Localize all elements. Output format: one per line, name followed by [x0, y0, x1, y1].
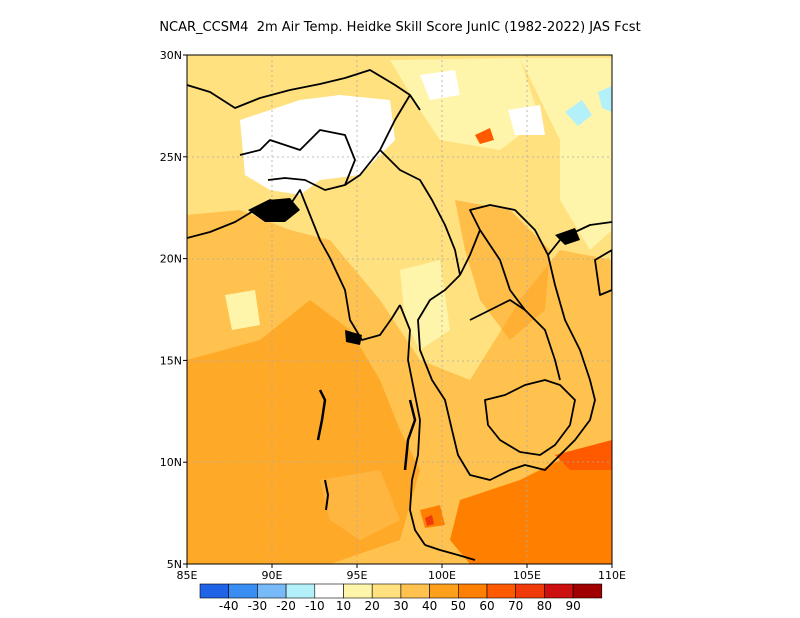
map-title: NCAR_CCSM4 2m Air Temp. Heidke Skill Sco…	[159, 20, 641, 35]
colorbar-swatch	[371, 583, 402, 599]
x-tick-label: 105E	[513, 569, 541, 582]
colorbar-swatch	[199, 583, 230, 599]
colorbar-label: -10	[305, 599, 325, 613]
colorbar-swatch	[285, 583, 316, 599]
y-tick-label: 25N	[160, 151, 182, 164]
colorbar-label: -30	[248, 599, 268, 613]
colorbar-swatch	[228, 583, 258, 599]
plot-frame	[186, 54, 613, 565]
colorbar-label: 50	[451, 599, 466, 613]
colorbar-label: 60	[479, 599, 494, 613]
colorbar-label: 10	[336, 599, 351, 613]
colorbar-swatch	[515, 583, 545, 599]
y-tick-label: 30N	[160, 49, 182, 62]
colorbar-label: 20	[365, 599, 380, 613]
colorbar-label: 40	[422, 599, 437, 613]
colorbar-label: -20	[276, 599, 296, 613]
colorbar-label: 70	[508, 599, 523, 613]
colorbar-label: 80	[537, 599, 552, 613]
ganges-delta	[248, 198, 580, 345]
colorbar-swatch	[429, 583, 459, 599]
colorbar-swatch	[257, 583, 287, 599]
colorbar-swatch	[544, 583, 574, 599]
colorbar: -40 -30 -20 -10 10 20 30 40 50 60 70 80 90	[199, 583, 603, 613]
colorbar-swatch	[457, 583, 488, 599]
coastlines-borders	[187, 69, 612, 561]
colorbar-label: 30	[393, 599, 408, 613]
x-tick-label: 85E	[177, 569, 198, 582]
y-tick-label: 10N	[160, 456, 182, 469]
skill-field	[187, 55, 612, 564]
y-tick-label: 20N	[160, 253, 182, 266]
colorbar-swatch	[343, 583, 373, 599]
y-tick-label: 15N	[160, 354, 182, 367]
y-tick-label: 5N	[167, 558, 182, 571]
graticule	[187, 55, 612, 564]
x-tick-label: 90E	[262, 569, 283, 582]
colorbar-swatch	[486, 583, 517, 599]
colorbar-swatch	[314, 583, 344, 599]
colorbar-swatch	[572, 583, 603, 599]
colorbar-label: 90	[565, 599, 580, 613]
x-axis-ticks: 85E 90E 95E 100E 105E 110E	[177, 564, 626, 582]
y-axis-ticks: 5N 10N 15N 20N 25N 30N	[160, 49, 187, 571]
colorbar-swatch	[400, 583, 430, 599]
colorbar-label: -40	[219, 599, 239, 613]
x-tick-label: 95E	[347, 569, 368, 582]
x-tick-label: 100E	[428, 569, 456, 582]
x-tick-label: 110E	[598, 569, 626, 582]
